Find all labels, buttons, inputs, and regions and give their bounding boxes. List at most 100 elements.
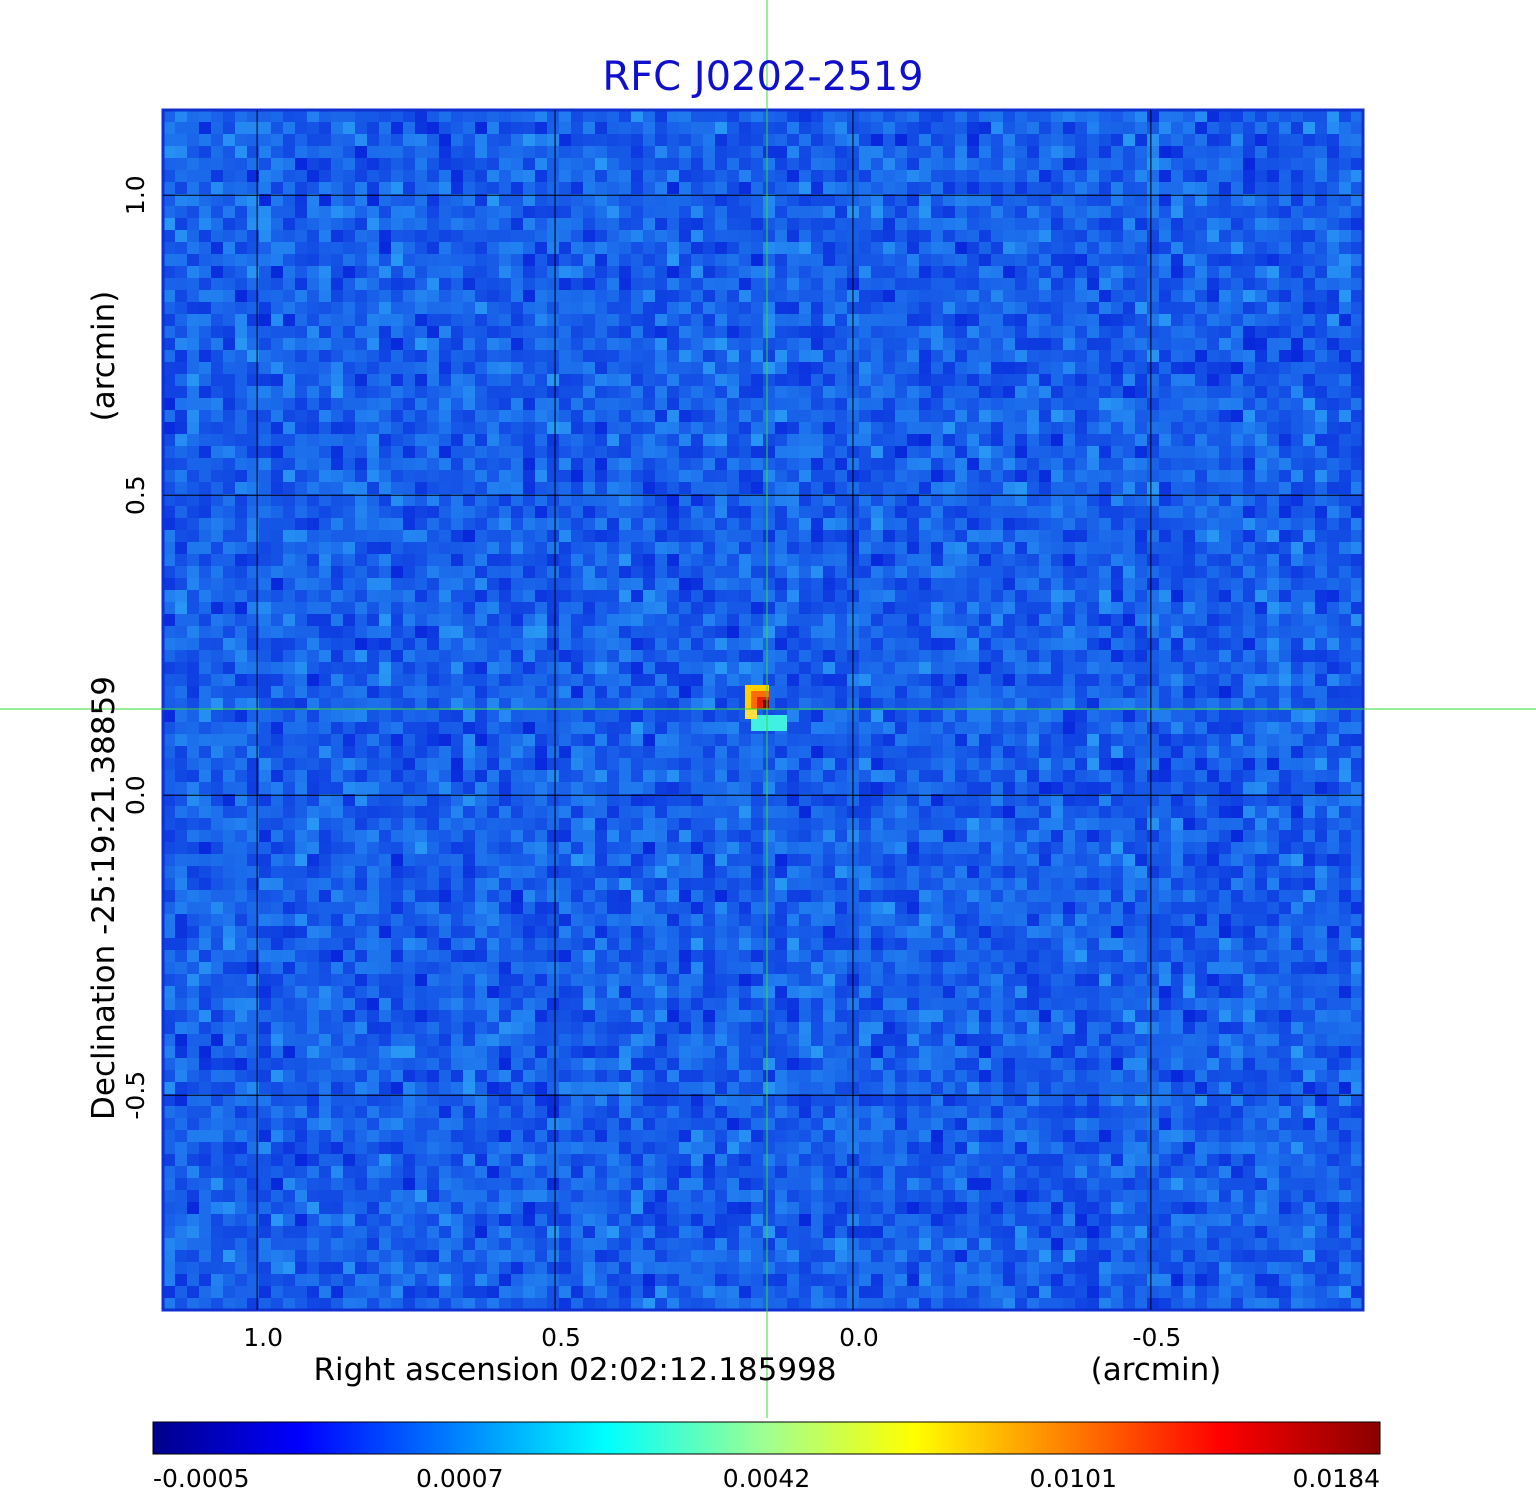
pixel: [1231, 410, 1243, 422]
pixel: [283, 446, 295, 458]
pixel: [715, 290, 727, 302]
pixel: [967, 698, 979, 710]
pixel: [1351, 614, 1363, 626]
pixel: [655, 122, 667, 134]
pixel: [583, 362, 595, 374]
pixel: [463, 194, 475, 206]
pixel: [343, 350, 355, 362]
pixel: [763, 662, 775, 674]
pixel: [1039, 374, 1051, 386]
pixel: [571, 182, 583, 194]
pixel: [175, 542, 187, 554]
pixel: [655, 590, 667, 602]
pixel: [1291, 470, 1303, 482]
pixel: [571, 434, 583, 446]
pixel: [523, 122, 535, 134]
pixel: [1231, 518, 1243, 530]
pixel: [1315, 374, 1327, 386]
pixel: [931, 338, 943, 350]
pixel: [1303, 410, 1315, 422]
pixel: [535, 410, 547, 422]
pixel: [811, 470, 823, 482]
pixel: [643, 626, 655, 638]
pixel: [163, 170, 175, 182]
pixel: [751, 182, 763, 194]
pixel: [343, 422, 355, 434]
pixel: [1279, 290, 1291, 302]
pixel: [715, 146, 727, 158]
pixel: [943, 170, 955, 182]
pixel: [1051, 614, 1063, 626]
pixel: [583, 170, 595, 182]
pixel: [799, 314, 811, 326]
pixel: [967, 686, 979, 698]
pixel: [1303, 662, 1315, 674]
pixel: [607, 638, 619, 650]
pixel: [1015, 350, 1027, 362]
pixel: [343, 362, 355, 374]
pixel: [199, 686, 211, 698]
pixel: [1159, 242, 1171, 254]
pixel: [1255, 182, 1267, 194]
pixel: [367, 362, 379, 374]
pixel: [931, 518, 943, 530]
pixel: [307, 266, 319, 278]
pixel: [1351, 446, 1363, 458]
pixel: [751, 422, 763, 434]
pixel: [307, 350, 319, 362]
pixel: [1315, 254, 1327, 266]
pixel: [487, 470, 499, 482]
pixel: [943, 350, 955, 362]
pixel: [187, 194, 199, 206]
pixel: [247, 554, 259, 566]
pixel: [187, 566, 199, 578]
pixel: [859, 218, 871, 230]
pixel: [523, 218, 535, 230]
pixel: [319, 182, 331, 194]
pixel: [379, 206, 391, 218]
pixel: [991, 134, 1003, 146]
pixel: [991, 374, 1003, 386]
pixel: [523, 662, 535, 674]
pixel: [283, 362, 295, 374]
pixel: [283, 470, 295, 482]
pixel: [1063, 554, 1075, 566]
pixel: [343, 650, 355, 662]
pixel: [583, 446, 595, 458]
pixel: [859, 242, 871, 254]
pixel: [919, 170, 931, 182]
pixel: [1159, 650, 1171, 662]
pixel: [1219, 326, 1231, 338]
pixel: [379, 566, 391, 578]
pixel: [487, 254, 499, 266]
pixel: [715, 506, 727, 518]
pixel: [715, 218, 727, 230]
pixel: [703, 566, 715, 578]
pixel: [571, 158, 583, 170]
pixel: [1207, 578, 1219, 590]
pixel: [607, 506, 619, 518]
pixel: [283, 518, 295, 530]
pixel: [559, 470, 571, 482]
pixel: [1207, 230, 1219, 242]
pixel: [1303, 110, 1315, 122]
pixel: [343, 218, 355, 230]
pixel: [751, 158, 763, 170]
pixel: [283, 278, 295, 290]
pixel: [487, 182, 499, 194]
pixel: [1063, 362, 1075, 374]
pixel: [775, 122, 787, 134]
pixel: [1051, 566, 1063, 578]
pixel: [283, 698, 295, 710]
pixel: [283, 626, 295, 638]
pixel: [619, 158, 631, 170]
pixel: [175, 518, 187, 530]
pixel: [1099, 158, 1111, 170]
pixel: [1123, 386, 1135, 398]
pixel: [1219, 542, 1231, 554]
pixel: [1267, 194, 1279, 206]
pixel: [235, 470, 247, 482]
pixel: [1255, 158, 1267, 170]
pixel: [487, 650, 499, 662]
pixel: [1135, 290, 1147, 302]
